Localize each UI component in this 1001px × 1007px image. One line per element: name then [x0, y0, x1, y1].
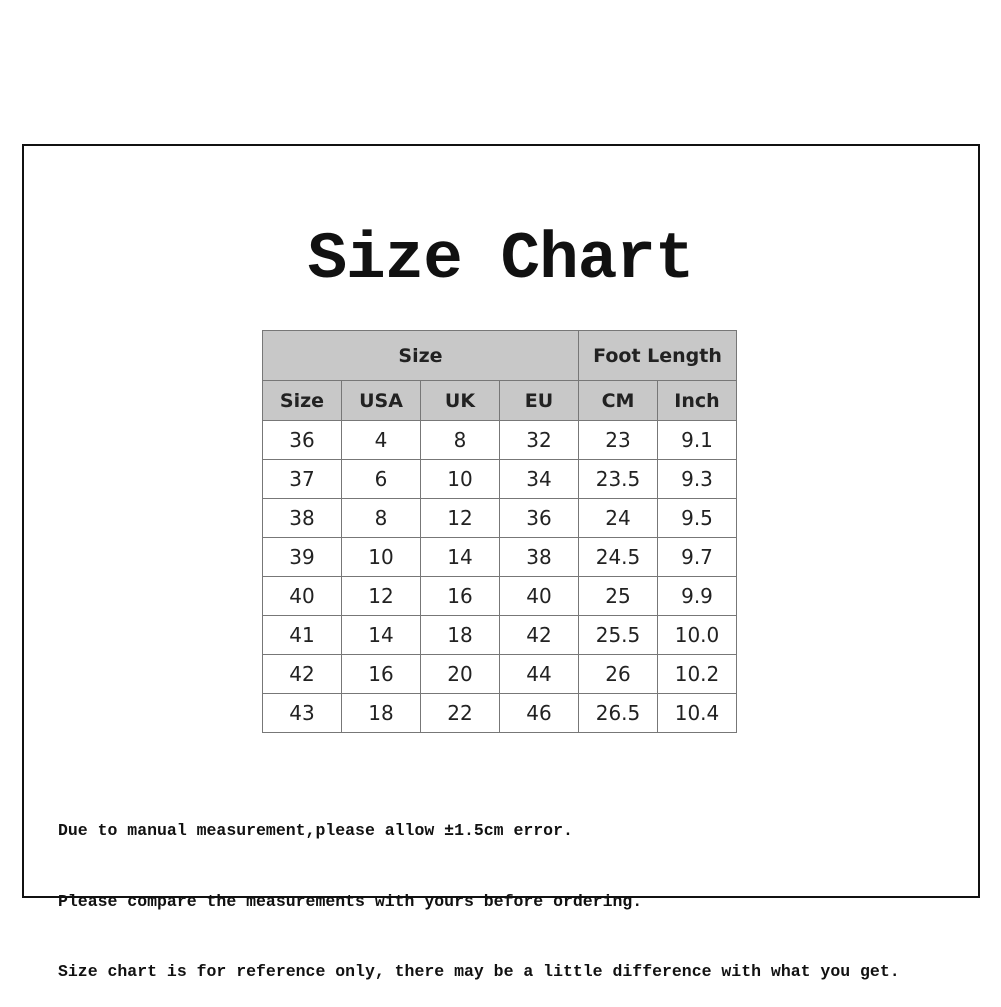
note-line: Please compare the measurements with you… [58, 891, 643, 911]
table-cell: 9.3 [657, 459, 737, 499]
group-header-size: Size [262, 330, 579, 381]
table-cell: 10 [420, 459, 500, 499]
column-header: UK [420, 380, 500, 421]
table-row: 36 4 8 32 23 9.1 [262, 420, 737, 460]
chart-frame [22, 144, 980, 898]
table-row: 38 8 12 36 24 9.5 [262, 498, 737, 538]
column-header-row: Size USA UK EU CM Inch [262, 380, 737, 421]
group-header-foot-length: Foot Length [578, 330, 737, 381]
table-cell: 10 [341, 537, 421, 577]
table-row: 40 12 16 40 25 9.9 [262, 576, 737, 616]
table-cell: 34 [499, 459, 579, 499]
notes: Due to manual measurement,please allow ±… [58, 772, 900, 1007]
table-cell: 12 [341, 576, 421, 616]
table-cell: 40 [499, 576, 579, 616]
table-cell: 42 [262, 654, 342, 694]
table-cell: 25 [578, 576, 658, 616]
table-cell: 6 [341, 459, 421, 499]
table-cell: 22 [420, 693, 500, 733]
table-cell: 14 [420, 537, 500, 577]
table-cell: 32 [499, 420, 579, 460]
table-cell: 4 [341, 420, 421, 460]
column-header: EU [499, 380, 579, 421]
table-cell: 38 [262, 498, 342, 538]
table-cell: 36 [262, 420, 342, 460]
table-cell: 23.5 [578, 459, 658, 499]
table-cell: 18 [420, 615, 500, 655]
table-cell: 12 [420, 498, 500, 538]
table-cell: 39 [262, 537, 342, 577]
table-cell: 37 [262, 459, 342, 499]
table-cell: 10.2 [657, 654, 737, 694]
size-table: Size Foot Length Size USA UK EU CM Inch 36 4 8 3… [262, 330, 737, 733]
table-cell: 41 [262, 615, 342, 655]
table-cell: 16 [420, 576, 500, 616]
table-cell: 9.5 [657, 498, 737, 538]
table-cell: 10.0 [657, 615, 737, 655]
table-cell: 20 [420, 654, 500, 694]
table-row: 43 18 22 46 26.5 10.4 [262, 693, 737, 733]
table-cell: 43 [262, 693, 342, 733]
table-cell: 42 [499, 615, 579, 655]
note-line: Size chart is for reference only, there … [58, 962, 900, 981]
table-cell: 26 [578, 654, 658, 694]
table-cell: 36 [499, 498, 579, 538]
table-cell: 44 [499, 654, 579, 694]
table-cell: 38 [499, 537, 579, 577]
column-header: Size [262, 380, 342, 421]
table-cell: 9.1 [657, 420, 737, 460]
table-cell: 23 [578, 420, 658, 460]
table-cell: 8 [420, 420, 500, 460]
table-cell: 16 [341, 654, 421, 694]
group-header-row: Size Foot Length [262, 330, 737, 381]
table-row: 37 6 10 34 23.5 9.3 [262, 459, 737, 499]
table-cell: 10.4 [657, 693, 737, 733]
table-cell: 9.7 [657, 537, 737, 577]
table-cell: 25.5 [578, 615, 658, 655]
column-header: CM [578, 380, 658, 421]
column-header: USA [341, 380, 421, 421]
table-cell: 9.9 [657, 576, 737, 616]
table-row: 42 16 20 44 26 10.2 [262, 654, 737, 694]
table-cell: 26.5 [578, 693, 658, 733]
table-cell: 40 [262, 576, 342, 616]
table-cell: 8 [341, 498, 421, 538]
table-row: 41 14 18 42 25.5 10.0 [262, 615, 737, 655]
page-title: Size Chart [307, 222, 694, 297]
table-cell: 14 [341, 615, 421, 655]
column-header: Inch [657, 380, 737, 421]
note-line: Due to manual measurement,please allow ±… [58, 821, 573, 840]
table-cell: 18 [341, 693, 421, 733]
table-cell: 46 [499, 693, 579, 733]
table-cell: 24.5 [578, 537, 658, 577]
table-cell: 24 [578, 498, 658, 538]
table-row: 39 10 14 38 24.5 9.7 [262, 537, 737, 577]
